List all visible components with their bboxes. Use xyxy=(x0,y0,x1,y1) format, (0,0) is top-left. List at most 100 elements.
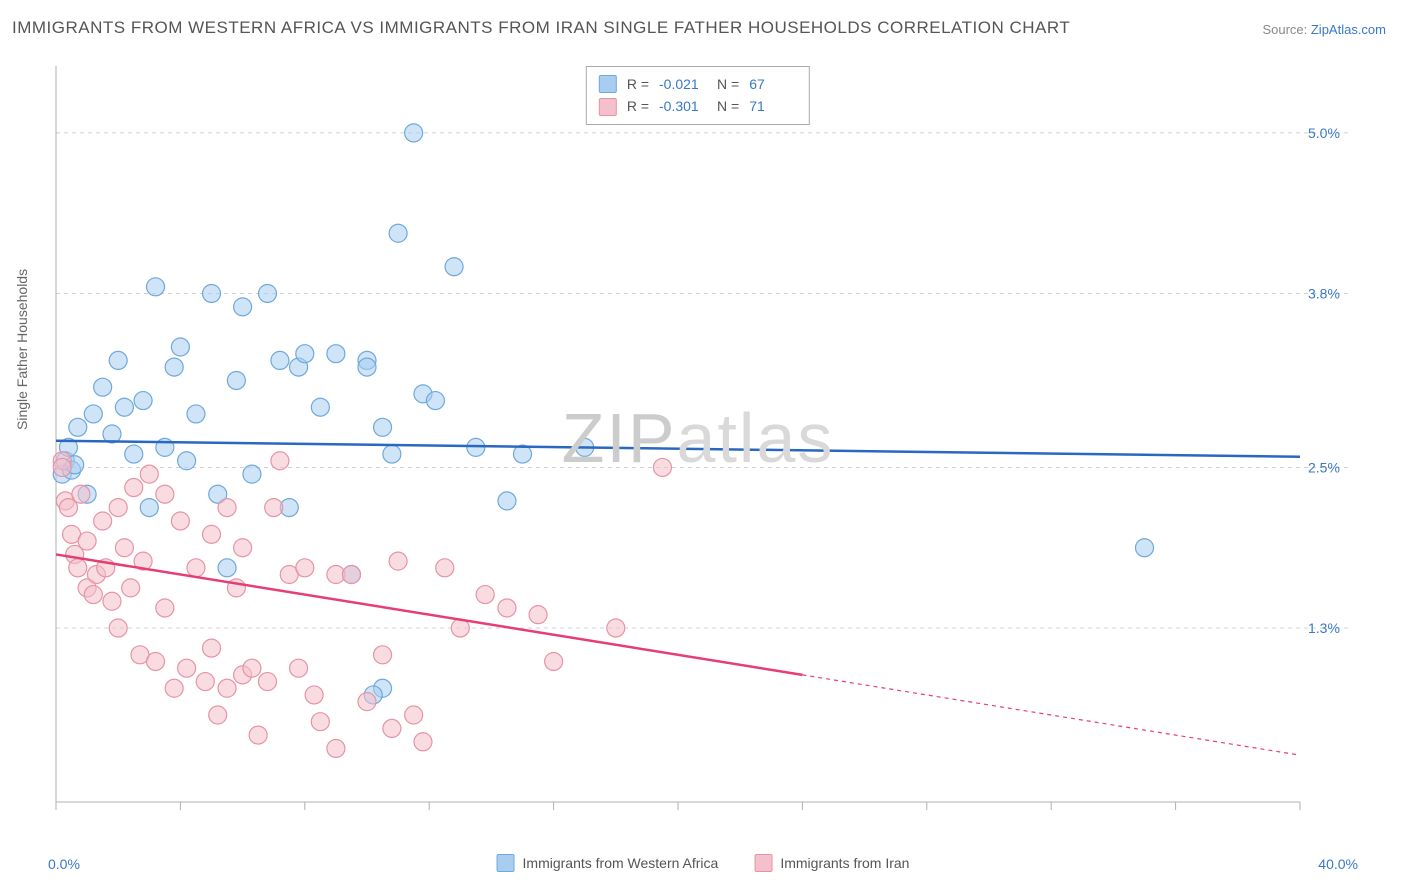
scatter-point-wa xyxy=(171,338,189,356)
scatter-point-ir xyxy=(115,539,133,557)
y-tick-label: 2.5% xyxy=(1308,459,1340,475)
scatter-point-ir xyxy=(156,599,174,617)
scatter-point-ir xyxy=(187,559,205,577)
scatter-point-ir xyxy=(94,512,112,530)
stats-swatch-ir xyxy=(599,98,617,116)
scatter-point-ir xyxy=(436,559,454,577)
scatter-point-ir xyxy=(196,673,214,691)
scatter-point-ir xyxy=(218,499,236,517)
scatter-svg: 1.3%2.5%3.8%5.0% xyxy=(48,58,1348,818)
scatter-point-ir xyxy=(529,606,547,624)
scatter-point-wa xyxy=(140,499,158,517)
scatter-point-wa xyxy=(125,445,143,463)
scatter-point-ir xyxy=(249,726,267,744)
scatter-point-wa xyxy=(134,392,152,410)
scatter-point-wa xyxy=(311,398,329,416)
r-value-wa: -0.021 xyxy=(659,73,707,95)
scatter-point-ir xyxy=(383,719,401,737)
source-attribution: Source: ZipAtlas.com xyxy=(1262,22,1386,37)
scatter-point-wa xyxy=(187,405,205,423)
n-value-ir: 71 xyxy=(749,95,797,117)
x-axis-max-label: 40.0% xyxy=(1318,856,1358,872)
scatter-point-ir xyxy=(234,539,252,557)
legend-swatch-ir xyxy=(754,854,772,872)
scatter-point-wa xyxy=(84,405,102,423)
scatter-point-ir xyxy=(122,579,140,597)
stats-swatch-wa xyxy=(599,75,617,93)
scatter-point-ir xyxy=(476,586,494,604)
scatter-point-ir xyxy=(156,485,174,503)
trend-line-ext-ir xyxy=(802,675,1300,755)
series-legend: Immigrants from Western Africa Immigrants… xyxy=(497,854,910,872)
scatter-point-wa xyxy=(234,298,252,316)
scatter-point-ir xyxy=(147,652,165,670)
scatter-point-ir xyxy=(243,659,261,677)
scatter-point-ir xyxy=(109,619,127,637)
scatter-point-ir xyxy=(203,639,221,657)
trend-line-wa xyxy=(56,441,1300,457)
scatter-point-ir xyxy=(296,559,314,577)
scatter-point-wa xyxy=(258,284,276,302)
scatter-point-wa xyxy=(358,358,376,376)
stats-legend-box: R = -0.021 N = 67 R = -0.301 N = 71 xyxy=(586,66,810,125)
scatter-point-ir xyxy=(290,659,308,677)
scatter-point-ir xyxy=(103,592,121,610)
scatter-point-wa xyxy=(296,345,314,363)
scatter-point-ir xyxy=(125,479,143,497)
n-label: N = xyxy=(717,95,739,117)
r-value-ir: -0.301 xyxy=(659,95,707,117)
scatter-point-ir xyxy=(414,733,432,751)
r-label: R = xyxy=(627,95,649,117)
scatter-point-ir xyxy=(342,566,360,584)
scatter-point-wa xyxy=(165,358,183,376)
scatter-point-ir xyxy=(53,458,71,476)
scatter-point-ir xyxy=(405,706,423,724)
scatter-point-ir xyxy=(109,499,127,517)
scatter-point-ir xyxy=(165,679,183,697)
x-axis-min-label: 0.0% xyxy=(48,856,80,872)
legend-label-wa: Immigrants from Western Africa xyxy=(523,855,719,871)
legend-label-ir: Immigrants from Iran xyxy=(780,855,909,871)
scatter-point-ir xyxy=(171,512,189,530)
scatter-point-wa xyxy=(271,351,289,369)
stats-row-wa: R = -0.021 N = 67 xyxy=(599,73,797,95)
scatter-point-ir xyxy=(265,499,283,517)
scatter-point-wa xyxy=(327,345,345,363)
scatter-point-wa xyxy=(115,398,133,416)
scatter-point-ir xyxy=(607,619,625,637)
source-prefix: Source: xyxy=(1262,22,1310,37)
y-tick-label: 3.8% xyxy=(1308,285,1340,301)
scatter-point-wa xyxy=(383,445,401,463)
n-value-wa: 67 xyxy=(749,73,797,95)
scatter-point-ir xyxy=(271,452,289,470)
scatter-point-wa xyxy=(203,284,221,302)
scatter-point-ir xyxy=(84,586,102,604)
legend-item-wa: Immigrants from Western Africa xyxy=(497,854,719,872)
n-label: N = xyxy=(717,73,739,95)
scatter-point-wa xyxy=(227,371,245,389)
scatter-point-wa xyxy=(69,418,87,436)
scatter-point-ir xyxy=(389,552,407,570)
scatter-point-ir xyxy=(545,652,563,670)
scatter-point-ir xyxy=(218,679,236,697)
scatter-point-wa xyxy=(109,351,127,369)
scatter-point-ir xyxy=(69,559,87,577)
source-link[interactable]: ZipAtlas.com xyxy=(1311,22,1386,37)
scatter-point-ir xyxy=(327,739,345,757)
scatter-point-ir xyxy=(305,686,323,704)
scatter-point-wa xyxy=(374,418,392,436)
scatter-point-wa xyxy=(243,465,261,483)
y-tick-label: 5.0% xyxy=(1308,125,1340,141)
scatter-point-wa xyxy=(498,492,516,510)
scatter-point-ir xyxy=(140,465,158,483)
chart-title: IMMIGRANTS FROM WESTERN AFRICA VS IMMIGR… xyxy=(12,18,1070,38)
legend-swatch-wa xyxy=(497,854,515,872)
scatter-point-ir xyxy=(72,485,90,503)
r-label: R = xyxy=(627,73,649,95)
scatter-point-ir xyxy=(258,673,276,691)
scatter-point-ir xyxy=(358,693,376,711)
chart-plot-area: 1.3%2.5%3.8%5.0% ZIPatlas R =-0.021N =67… xyxy=(48,58,1348,818)
scatter-point-wa xyxy=(218,559,236,577)
scatter-point-ir xyxy=(203,525,221,543)
scatter-point-ir xyxy=(498,599,516,617)
